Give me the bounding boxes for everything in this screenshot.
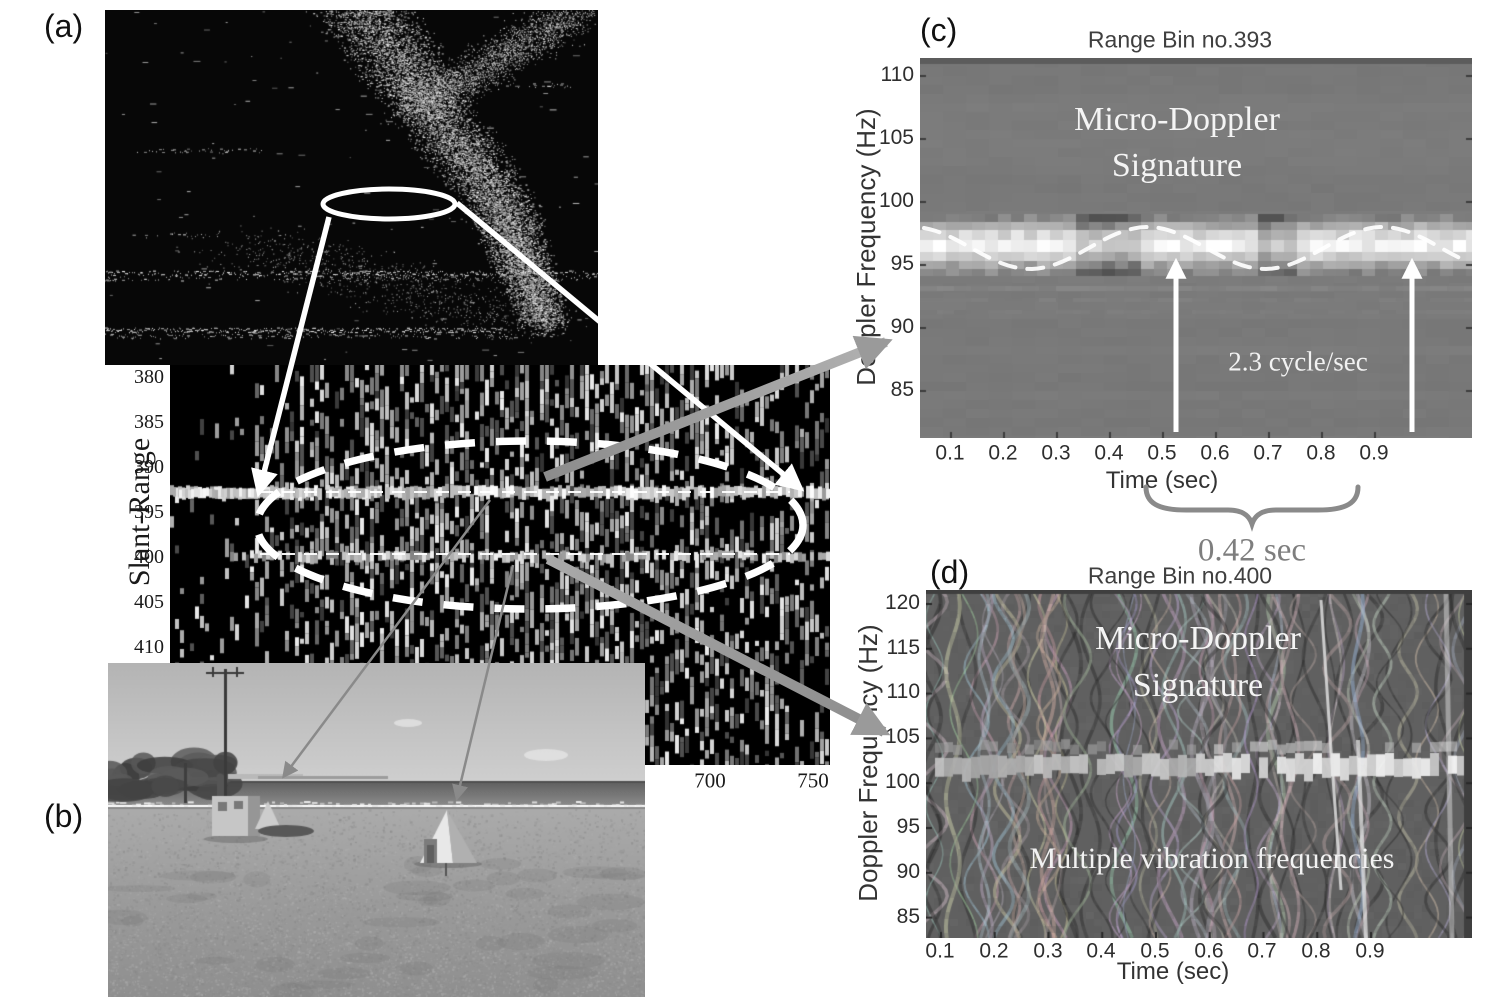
- panel-c-xtick: 0.7: [1253, 441, 1283, 465]
- panel-d-spectrogram: [926, 590, 1472, 938]
- panel-d-xtick: 0.9: [1355, 939, 1385, 963]
- panel-c-xtick: 0.9: [1359, 441, 1389, 465]
- middle-ytick: 395: [134, 501, 164, 523]
- panel-c-xtick: 0.1: [935, 441, 965, 465]
- panel-c-ytick: 90: [890, 315, 914, 338]
- middle-ytick: 385: [134, 411, 164, 433]
- period-brace: [1143, 484, 1361, 532]
- panel-d-title: Range Bin no.400: [1087, 562, 1273, 589]
- panel-d-xtick: 0.5: [1140, 939, 1170, 963]
- panel-d-ytick: 95: [896, 815, 920, 838]
- panel-d-xtick: 0.2: [979, 939, 1009, 963]
- middle-ytick: 390: [134, 456, 164, 478]
- panel-c-xtick: 0.6: [1200, 441, 1230, 465]
- middle-ytick: 405: [134, 591, 164, 613]
- panel-d-ytick: 115: [886, 636, 920, 659]
- panel-c-label: (c): [920, 12, 958, 48]
- panel-c-xlabel: Time (sec): [1105, 467, 1219, 494]
- panel-a-radar-image: [105, 10, 598, 365]
- panel-c-ylabel: Doppler Frequency (Hz): [851, 108, 881, 386]
- panel-d-ytick: 105: [884, 725, 920, 748]
- panel-c-xtick: 0.8: [1306, 441, 1336, 465]
- panel-d-xtick: 0.7: [1247, 939, 1277, 963]
- panel-c-xtick: 0.5: [1147, 441, 1177, 465]
- panel-c-ytick: 85: [890, 378, 914, 401]
- panel-d-xtick: 0.8: [1301, 939, 1331, 963]
- middle-ytick: 400: [134, 546, 164, 568]
- interval-annotation: 0.42 sec: [1197, 532, 1307, 569]
- panel-c-title: Range Bin no.393: [1087, 26, 1273, 53]
- panel-d-ylabel: Doppler Frequency (Hz): [853, 624, 883, 902]
- panel-d-xtick: 0.6: [1194, 939, 1224, 963]
- panel-d-label: (d): [930, 554, 970, 590]
- panel-d-xtick: 0.3: [1033, 939, 1063, 963]
- panel-d-ytick: 90: [896, 860, 920, 883]
- panel-c-ytick: 110: [880, 63, 914, 86]
- panel-c-xtick: 0.3: [1041, 441, 1071, 465]
- panel-c-ytick: 95: [890, 252, 914, 275]
- panel-c-xtick: 0.4: [1094, 441, 1124, 465]
- middle-ytick: 380: [134, 366, 164, 388]
- middle-xtick: 750: [797, 768, 829, 793]
- panel-d-ytick: 110: [886, 680, 920, 703]
- middle-ytick: 410: [134, 636, 164, 658]
- panel-c-ytick: 100: [878, 189, 914, 212]
- panel-d-ytick: 100: [884, 770, 920, 793]
- panel-c-spectrogram: [920, 58, 1472, 438]
- middle-xtick: 700: [694, 768, 726, 793]
- panel-a-label: (a): [44, 8, 84, 44]
- panel-b-field-photo: [108, 663, 645, 997]
- panel-d-xtick: 0.4: [1086, 939, 1116, 963]
- middle-ylabel: Slant-Range: [123, 437, 156, 587]
- panel-c-ytick: 105: [878, 126, 914, 149]
- panel-d-xtick: 0.1: [925, 939, 955, 963]
- panel-d-xlabel: Time (sec): [1116, 958, 1230, 985]
- panel-d-ytick: 85: [896, 905, 920, 928]
- panel-c-xtick: 0.2: [988, 441, 1018, 465]
- panel-b-label: (b): [44, 798, 84, 834]
- panel-d-ytick: 120: [884, 591, 920, 614]
